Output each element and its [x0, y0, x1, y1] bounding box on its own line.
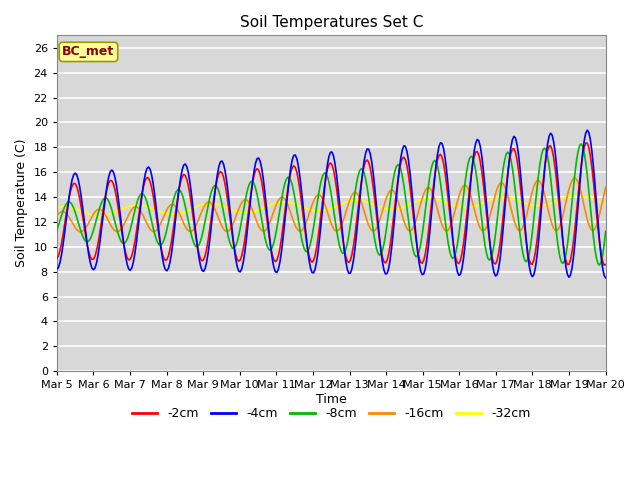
Legend: -2cm, -4cm, -8cm, -16cm, -32cm: -2cm, -4cm, -8cm, -16cm, -32cm	[127, 402, 536, 425]
Title: Soil Temperatures Set C: Soil Temperatures Set C	[239, 15, 423, 30]
Y-axis label: Soil Temperature (C): Soil Temperature (C)	[15, 139, 28, 267]
Text: BC_met: BC_met	[62, 46, 115, 59]
X-axis label: Time: Time	[316, 393, 347, 406]
